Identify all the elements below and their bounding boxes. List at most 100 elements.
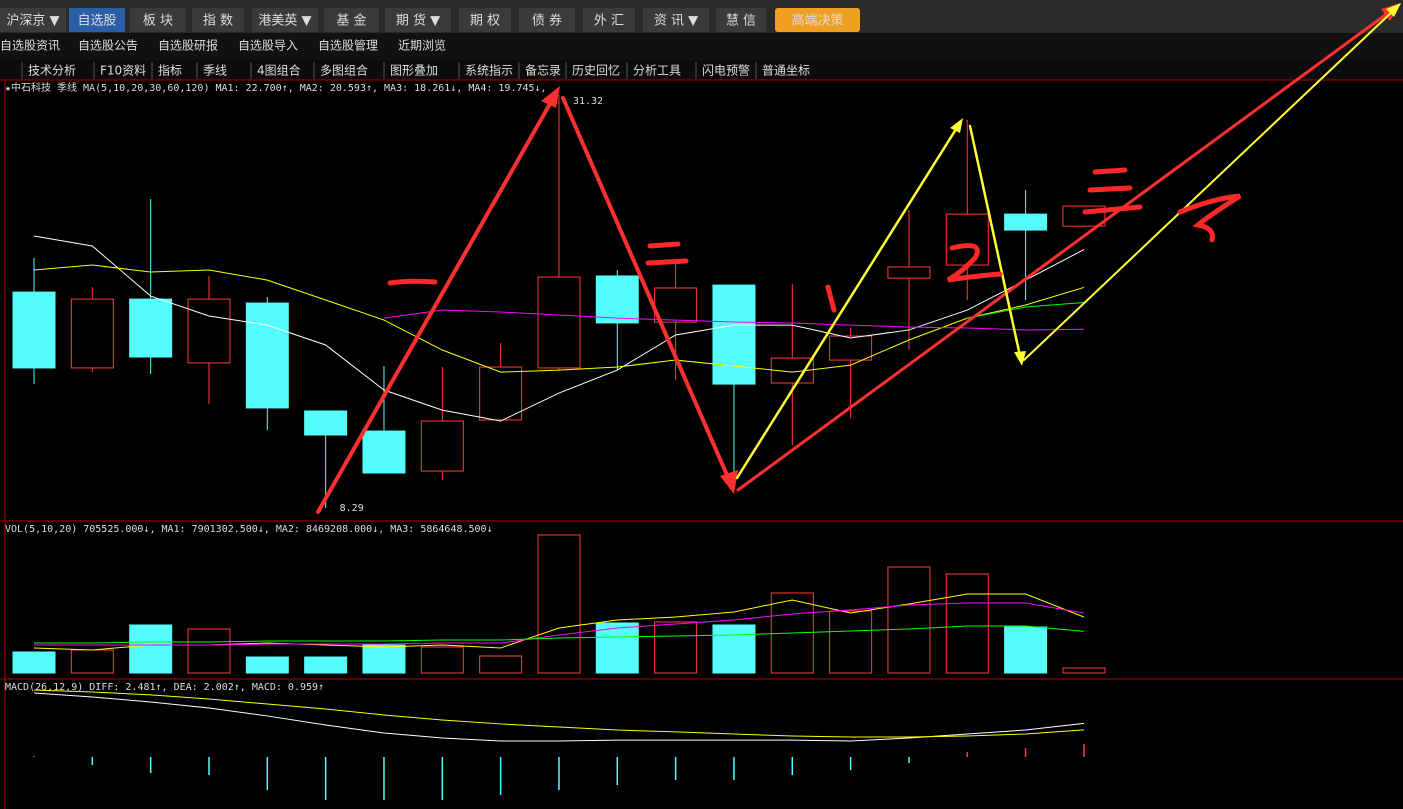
legend-text: MA1: 7901302.500↓, <box>162 524 270 535</box>
menu-item[interactable]: 沪深京 ▼ <box>6 13 59 29</box>
volume-bar <box>479 655 523 674</box>
menu-button[interactable] <box>775 8 860 32</box>
chart-marks <box>12 95 1106 800</box>
legend-text: MA4: 19.745↓, <box>468 83 546 94</box>
toolbar-item[interactable]: 历史回忆 <box>572 64 620 78</box>
handwriting <box>387 167 1242 313</box>
volume-bar <box>420 646 464 674</box>
legend-text: MA2: 8469208.000↓, <box>276 524 384 535</box>
menu-item[interactable]: 港美英 ▼ <box>258 14 311 29</box>
submenu-item[interactable]: 自选股管理 <box>318 38 378 53</box>
submenu-item[interactable]: 自选股研报 <box>158 38 218 53</box>
menu-button[interactable] <box>583 8 635 32</box>
menu-item[interactable]: 期 货 ▼ <box>396 13 440 29</box>
legend-text: MA2: 20.593↑, <box>300 83 378 94</box>
submenu-item[interactable]: 自选股公告 <box>78 39 138 53</box>
arrow-head <box>1386 3 1401 17</box>
menu-button[interactable] <box>385 8 451 32</box>
submenu-item[interactable]: 自选股资讯 <box>0 39 60 53</box>
menu-item[interactable]: 自选股 <box>77 14 116 29</box>
arrow-head <box>950 118 963 133</box>
toolbar-item[interactable]: 指标 <box>158 63 182 78</box>
menu-item[interactable]: 基 金 <box>336 13 366 29</box>
price-label: 8.29 <box>340 503 364 514</box>
toolbar-item[interactable]: 多图组合 <box>320 63 368 78</box>
volume-bar <box>12 651 56 674</box>
candle-body <box>712 284 756 385</box>
stroke <box>946 243 1003 283</box>
candle-body <box>187 298 231 364</box>
volume-bar <box>304 656 348 674</box>
toolbar <box>0 60 1403 80</box>
toolbar-item[interactable]: 分析工具 <box>633 64 681 78</box>
menu-item[interactable]: 期 权 <box>470 13 500 29</box>
menu-item[interactable]: 债 券 <box>532 13 562 29</box>
menu-button[interactable] <box>252 8 318 32</box>
submenu-item[interactable]: 自选股导入 <box>238 39 298 53</box>
legend-text: 705525.000↓, <box>83 524 155 535</box>
indicator-line <box>34 602 1085 646</box>
toolbar-item[interactable]: F10资料 <box>100 64 146 78</box>
stroke <box>825 284 837 313</box>
toolbar-item[interactable]: 4图组合 <box>257 63 301 78</box>
volume-bar <box>1004 626 1048 674</box>
toolbar-item[interactable]: 普通坐标 <box>762 64 810 78</box>
indicator-line <box>33 689 1084 738</box>
arrow <box>561 96 732 484</box>
menu-item[interactable]: 慧 信 <box>726 13 756 29</box>
toolbar-item[interactable]: 技术分析 <box>28 64 76 78</box>
arrow <box>968 124 1022 358</box>
arrow <box>735 124 960 480</box>
volume-bar <box>245 656 289 674</box>
menu-item[interactable]: 外 汇 <box>594 14 624 29</box>
annotations <box>316 3 1401 514</box>
toolbar-item[interactable]: 季线 <box>203 64 227 78</box>
candle-body <box>479 366 523 421</box>
menu-button[interactable] <box>0 8 66 32</box>
volume-bar <box>595 622 639 674</box>
indicator-line <box>383 309 1084 331</box>
arrow-head <box>720 470 738 494</box>
legend-text: MA3: 18.261↓, <box>384 83 462 94</box>
price-label: 31.32 <box>573 96 603 107</box>
menu-item[interactable]: 高端决策 <box>791 13 843 29</box>
menu-button[interactable] <box>459 8 511 32</box>
menu-button[interactable] <box>324 8 379 32</box>
menu-item[interactable]: 指 数 <box>203 14 233 29</box>
candle-body <box>245 302 289 409</box>
menu-item[interactable]: 资 讯 ▼ <box>654 14 698 29</box>
indicator-line <box>33 235 1085 422</box>
toolbar-item[interactable]: 图形叠加 <box>390 64 438 78</box>
menu-button[interactable] <box>519 8 575 32</box>
menu-button[interactable] <box>643 8 709 32</box>
toolbar-item[interactable]: 闪电预警 <box>702 63 750 78</box>
stroke <box>387 278 438 286</box>
menu-button[interactable] <box>192 8 244 32</box>
volume-bar <box>362 644 406 674</box>
arrow <box>1023 9 1395 361</box>
candle-body <box>129 298 173 358</box>
arrow <box>316 93 557 514</box>
legend-text: MA(5,10,20,30,60,120) <box>83 83 209 94</box>
volume-bar <box>887 566 931 674</box>
candle-body <box>945 213 989 266</box>
menu-button[interactable] <box>130 8 186 32</box>
submenu-item[interactable]: 近期浏览 <box>398 38 446 53</box>
menu-button[interactable] <box>69 8 125 32</box>
legend-text: DIFF: 2.481↑, <box>89 682 167 693</box>
toolbar-item[interactable]: 系统指示 <box>465 63 513 78</box>
toolbar-item[interactable]: 备忘录 <box>525 63 561 78</box>
menu-button[interactable] <box>716 8 766 32</box>
volume-bar <box>654 621 698 674</box>
menu-item[interactable]: 板 块 <box>143 14 173 29</box>
candle-body <box>362 430 406 474</box>
volume-bar <box>1062 667 1106 674</box>
indicator-line <box>33 692 1084 742</box>
candle-body <box>12 291 56 369</box>
indicator-line <box>33 264 1085 373</box>
volume-bar <box>129 624 173 674</box>
legend-text: DEA: 2.002↑, <box>174 682 246 693</box>
candle-body <box>829 335 873 361</box>
